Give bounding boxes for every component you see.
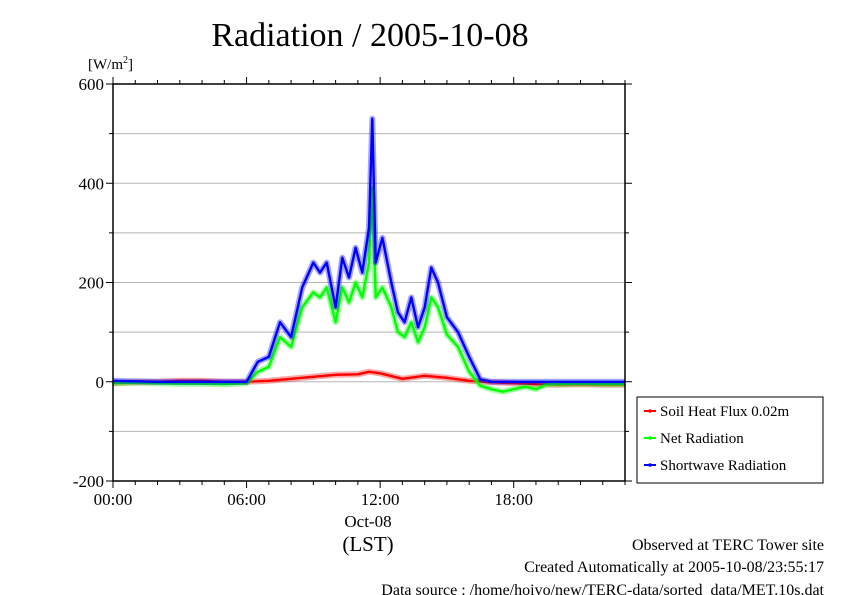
y-tick-label: 0: [96, 373, 105, 392]
y-unit-close: ]: [128, 57, 133, 73]
x-axis-unit: (LST): [342, 532, 393, 556]
x-tick-label: 06:00: [227, 490, 266, 509]
y-tick-label: 600: [79, 75, 105, 94]
y-axis-ticks: -200 0 200 400 600: [73, 75, 632, 491]
net-radiation-line: [112, 186, 625, 393]
x-tick-label: 00:00: [94, 490, 133, 509]
legend: Soil Heat Flux 0.02m Net Radiation Shortwa…: [636, 396, 824, 484]
legend-label: Soil Heat Flux 0.02m: [660, 404, 790, 420]
legend-items: Soil Heat Flux 0.02m Net Radiation Shortwa…: [644, 404, 790, 474]
legend-marker: [648, 463, 652, 467]
x-axis-ticks: 00:00 06:00 12:00 18:00: [94, 77, 626, 509]
legend-marker: [648, 436, 652, 440]
series-group: [112, 115, 625, 395]
chart-title: Radiation / 2005-10-08: [211, 17, 528, 54]
x-axis-date: Oct-08: [344, 512, 391, 531]
y-tick-label: 400: [79, 174, 105, 193]
y-axis-unit: [W/m2]: [88, 55, 133, 73]
y-unit-base: [W/m: [88, 57, 123, 73]
legend-box: [636, 396, 824, 484]
footer-created: Created Automatically at 2005-10-08/23:5…: [524, 559, 824, 576]
footer-source: Data source : /home/hoivo/new/TERC-data/…: [381, 582, 824, 595]
legend-label: Net Radiation: [660, 431, 744, 447]
shortwave-radiation-line: [112, 117, 625, 383]
legend-marker: [648, 409, 652, 413]
y-unit-superscript: 2: [123, 55, 128, 66]
footer-observed: Observed at TERC Tower site: [632, 537, 824, 554]
x-tick-label: 18:00: [494, 490, 533, 509]
y-tick-label: -200: [73, 472, 104, 491]
x-tick-label: 12:00: [361, 490, 400, 509]
y-tick-label: 200: [79, 274, 105, 293]
legend-label: Shortwave Radiation: [660, 458, 787, 474]
